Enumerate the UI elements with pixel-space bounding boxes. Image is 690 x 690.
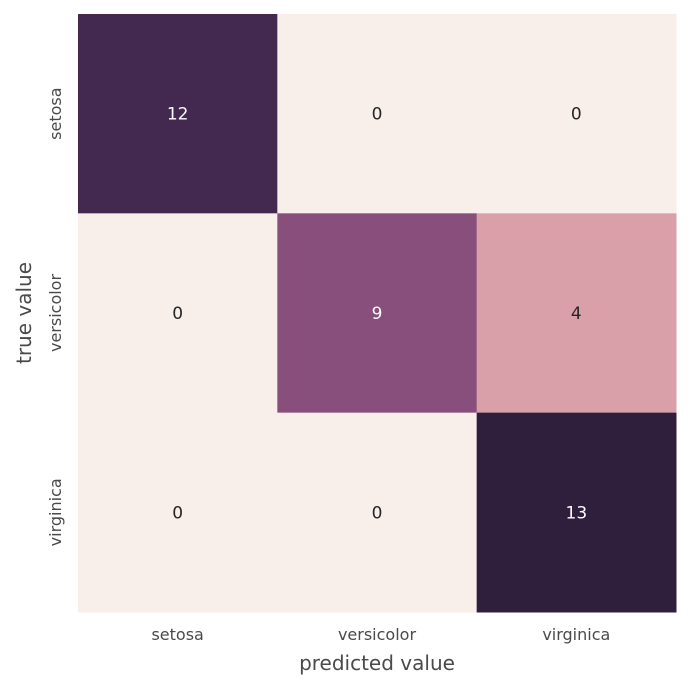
heatmap-cell-value-virginica-setosa: 0 — [172, 503, 183, 523]
heatmap-cell-value-setosa-virginica: 0 — [571, 105, 582, 125]
heatmap-cell-setosa-virginica — [476, 14, 677, 214]
heatmap-cell-value-virginica-virginica: 13 — [566, 503, 588, 523]
heatmap-cell-virginica-setosa — [78, 412, 278, 613]
y-tick-label-virginica: virginica — [46, 478, 65, 546]
heatmap-cell-virginica-virginica — [476, 412, 677, 613]
heatmap-cell-versicolor-versicolor — [277, 213, 478, 414]
heatmap-cells — [78, 14, 677, 613]
heatmap-cell-value-versicolor-versicolor: 9 — [372, 304, 383, 324]
y-tick-label-setosa: setosa — [46, 87, 65, 139]
heatmap-cell-value-setosa-setosa: 12 — [167, 105, 189, 125]
heatmap-cell-setosa-versicolor — [277, 14, 478, 214]
heatmap-cell-value-virginica-versicolor: 0 — [372, 503, 383, 523]
x-tick-label-setosa: setosa — [151, 625, 203, 644]
y-tick-label-versicolor: versicolor — [46, 274, 65, 352]
axis-tick-labels: setosa versicolor virginica setosa versicolo… — [46, 87, 610, 644]
heatmap-cell-value-versicolor-setosa: 0 — [172, 304, 183, 324]
heatmap-cell-labels: 12 0 0 0 9 4 0 0 13 — [167, 105, 587, 524]
x-tick-label-virginica: virginica — [542, 625, 610, 644]
heatmap-cell-value-versicolor-virginica: 4 — [571, 304, 582, 324]
x-axis-label: predicted value — [299, 651, 455, 675]
heatmap-cell-versicolor-virginica — [476, 213, 677, 414]
heatmap-cell-setosa-setosa — [78, 14, 278, 214]
x-tick-label-versicolor: versicolor — [338, 625, 416, 644]
y-axis-label: true value — [12, 262, 36, 364]
heatmap-cell-virginica-versicolor — [277, 412, 478, 613]
heatmap-cell-value-setosa-versicolor: 0 — [372, 105, 383, 125]
heatmap-cell-versicolor-setosa — [78, 213, 278, 414]
